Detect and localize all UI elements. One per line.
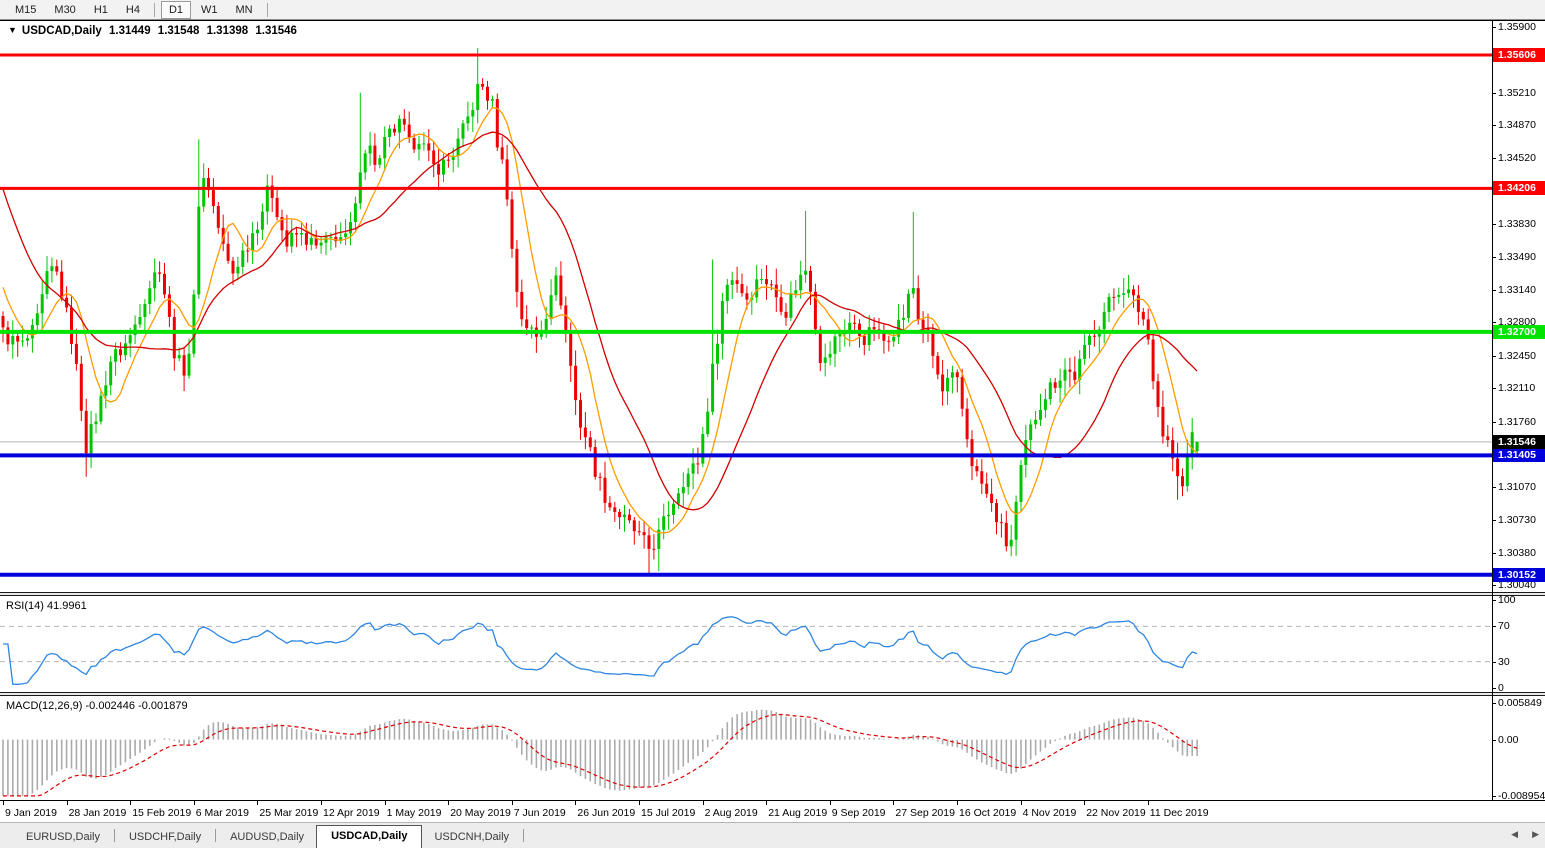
tab-separator	[113, 829, 115, 842]
date-axis-label: 9 Jan 2019	[5, 807, 57, 819]
date-axis-tick	[257, 801, 259, 805]
rsi-panel[interactable]: RSI(14) 41.9961	[0, 596, 1545, 692]
date-axis-tick	[1084, 801, 1086, 805]
ohlc-close: 1.31546	[255, 25, 297, 37]
tab-scroll-right-icon[interactable]: ▶	[1532, 829, 1539, 839]
date-axis-label: 6 Mar 2019	[195, 807, 249, 819]
ma-fast-line	[2, 106, 1198, 534]
date-axis-tick	[511, 801, 513, 805]
date-axis-tick	[766, 801, 768, 805]
date-axis-label: 4 Nov 2019	[1022, 807, 1077, 819]
date-axis-label: 25 Mar 2019	[259, 807, 319, 819]
ohlc-open: 1.31449	[109, 25, 151, 37]
macd-label: MACD(12,26,9) -0.002446 -0.001879	[6, 700, 188, 712]
date-axis-label: 21 Aug 2019	[768, 807, 828, 819]
chart-tab-USDCNH[interactable]: USDCNH,Daily	[434, 831, 510, 843]
date-axis-tick	[130, 801, 132, 805]
date-axis-tick	[702, 801, 704, 805]
date-axis-tick	[193, 801, 195, 805]
timeframe-toolbar: M15 M30 H1 H4 D1 W1 MN	[0, 0, 1545, 20]
date-axis-line	[0, 800, 1545, 801]
date-axis-tick	[384, 801, 386, 805]
ohlc-low: 1.31398	[206, 25, 249, 37]
date-axis-tick	[321, 801, 322, 805]
timeframe-button-H4[interactable]: H4	[125, 3, 140, 16]
date-axis-label: 22 Nov 2019	[1086, 807, 1146, 819]
date-axis-label: 27 Sep 2019	[895, 807, 955, 819]
date-axis-tick	[1020, 801, 1022, 805]
date-axis-tick	[575, 801, 577, 805]
macd-chart-canvas[interactable]	[0, 696, 1492, 800]
panel-splitter[interactable]	[0, 592, 1545, 596]
date-axis-tick	[829, 801, 831, 805]
date-axis-tick	[1147, 801, 1149, 805]
date-axis-label: 1 May 2019	[386, 807, 442, 819]
date-axis-label: 9 Sep 2019	[831, 807, 886, 819]
chart-tab-USDCHF[interactable]: USDCHF,Daily	[128, 831, 202, 843]
rsi-label: RSI(14) 41.9961	[6, 600, 87, 612]
date-axis-label: 16 Oct 2019	[959, 807, 1017, 819]
timeframe-button-D1[interactable]: D1	[160, 0, 191, 19]
date-axis-tick	[448, 801, 450, 805]
price-axis-border	[1492, 20, 1493, 800]
tab-separator	[215, 829, 217, 842]
ohlc-high: 1.31548	[157, 25, 200, 37]
timeframe-button-H1[interactable]: H1	[93, 3, 108, 16]
ma-mid-line	[2, 131, 1198, 511]
chart-title: ▼ USDCAD,Daily 1.31449 1.31548 1.31398 1.…	[8, 25, 301, 37]
tab-separator	[523, 829, 525, 842]
chart-tab-USDCAD[interactable]: USDCAD,Daily	[316, 825, 423, 848]
rsi-chart-canvas[interactable]	[0, 596, 1492, 692]
chart-dropdown-icon[interactable]: ▼	[8, 25, 17, 35]
date-axis-label: 11 Dec 2019	[1149, 807, 1209, 819]
candlestick-chart-canvas[interactable]	[0, 20, 1492, 592]
timeframe-button-MN[interactable]: MN	[235, 3, 253, 16]
chart-tab-bar: EURUSD,Daily USDCHF,Daily AUDUSD,Daily USDC…	[0, 822, 1545, 848]
tab-scroll-left-icon[interactable]: ◀	[1511, 829, 1519, 839]
date-axis-tick	[66, 801, 68, 805]
date-axis-tick	[893, 801, 895, 805]
timeframe-button-M15[interactable]: M15	[15, 3, 37, 16]
chart-tab-AUDUSD[interactable]: AUDUSD,Daily	[230, 831, 305, 843]
date-axis-tick	[957, 801, 958, 805]
timeframe-button-M30[interactable]: M30	[54, 3, 76, 16]
chart-top-border	[0, 20, 1545, 21]
date-axis-label: 15 Feb 2019	[132, 807, 192, 819]
toolbar-separator	[153, 2, 155, 17]
date-axis-label: 7 Jun 2019	[513, 807, 566, 819]
date-axis-label: 12 Apr 2019	[323, 807, 380, 819]
macd-panel[interactable]: MACD(12,26,9) -0.002446 -0.001879	[0, 696, 1545, 800]
date-axis-label: 20 May 2019	[450, 807, 511, 819]
chart-tab-EURUSD[interactable]: EURUSD,Daily	[26, 831, 100, 843]
main-chart-panel[interactable]	[0, 20, 1545, 592]
date-axis-label: 26 Jun 2019	[577, 807, 636, 819]
date-axis-label: 28 Jan 2019	[68, 807, 127, 819]
timeframe-button-W1[interactable]: W1	[201, 3, 218, 16]
toolbar-separator	[266, 2, 268, 17]
date-axis-label: 2 Aug 2019	[704, 807, 758, 819]
tab-scrollbar: ◀ ▶	[1511, 830, 1539, 839]
chart-symbol-label: USDCAD,Daily	[21, 25, 102, 37]
date-axis-tick	[639, 801, 640, 805]
date-axis-label: 15 Jul 2019	[641, 807, 696, 819]
date-axis-tick	[3, 801, 4, 805]
panel-splitter[interactable]	[0, 692, 1545, 696]
date-axis: 9 Jan 2019 28 Jan 2019 15 Feb 2019 6 Mar 20…	[0, 801, 1545, 822]
